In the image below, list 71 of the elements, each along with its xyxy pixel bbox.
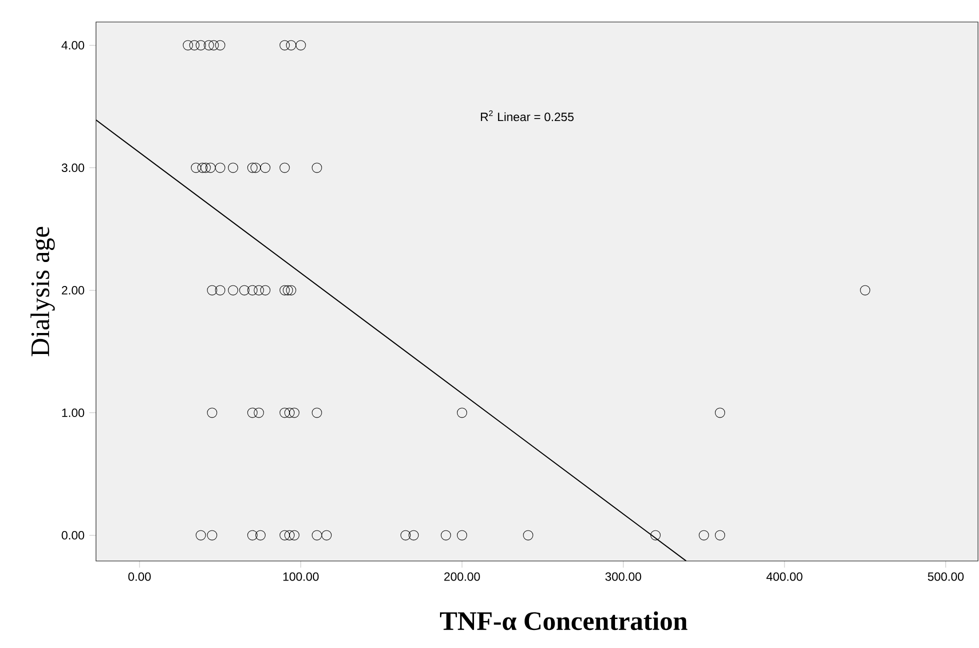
point bbox=[205, 162, 216, 173]
point bbox=[190, 162, 202, 173]
y-tick-label: 1.00 bbox=[62, 408, 84, 418]
point bbox=[239, 285, 250, 296]
point bbox=[247, 530, 258, 540]
point bbox=[260, 285, 270, 296]
point bbox=[189, 40, 200, 50]
point bbox=[196, 530, 206, 540]
point bbox=[289, 530, 300, 540]
point bbox=[322, 530, 332, 540]
point bbox=[182, 40, 193, 50]
point bbox=[400, 530, 411, 540]
point bbox=[228, 285, 238, 296]
point bbox=[280, 408, 290, 418]
point bbox=[280, 285, 290, 296]
point bbox=[254, 285, 264, 296]
point bbox=[215, 285, 226, 296]
point bbox=[289, 408, 300, 418]
x-axis-title: TNF-α Concentration bbox=[440, 611, 688, 630]
point bbox=[296, 40, 306, 50]
x-tick-label: 400.00 bbox=[766, 572, 802, 581]
point bbox=[286, 40, 296, 50]
point bbox=[714, 408, 726, 418]
x-tick-label: 0.00 bbox=[128, 572, 151, 581]
point bbox=[284, 408, 295, 418]
point bbox=[247, 408, 258, 418]
point bbox=[714, 530, 726, 540]
point bbox=[260, 162, 270, 173]
point bbox=[207, 408, 218, 418]
point bbox=[286, 285, 296, 296]
point bbox=[523, 530, 534, 540]
point bbox=[207, 530, 218, 540]
x-tick-label: 500.00 bbox=[928, 572, 964, 581]
point bbox=[312, 408, 322, 418]
x-tick-label: 100.00 bbox=[283, 572, 319, 581]
y-axis-title: Dialysis age bbox=[30, 226, 55, 356]
y-tick-label: 2.00 bbox=[62, 286, 84, 295]
point bbox=[247, 285, 258, 296]
point bbox=[280, 40, 290, 50]
point bbox=[207, 285, 218, 296]
point bbox=[860, 285, 870, 296]
point bbox=[208, 40, 219, 50]
annotation: R$^{2}$ Linear = 0.255 bbox=[480, 110, 574, 122]
y-tick-label: 3.00 bbox=[62, 164, 84, 172]
point bbox=[196, 40, 206, 50]
point bbox=[650, 530, 661, 540]
point bbox=[282, 285, 293, 296]
point bbox=[312, 530, 322, 540]
point bbox=[698, 530, 709, 540]
point bbox=[247, 162, 258, 173]
x-tick-label: 300.00 bbox=[605, 572, 642, 581]
y-tick-label: 4.00 bbox=[62, 41, 84, 50]
point bbox=[284, 530, 295, 540]
point bbox=[280, 530, 290, 540]
point bbox=[312, 162, 322, 173]
point bbox=[200, 162, 211, 173]
point bbox=[408, 530, 419, 540]
y-tick-label: 0.00 bbox=[62, 531, 84, 540]
point bbox=[255, 530, 266, 540]
point bbox=[456, 408, 468, 418]
point bbox=[280, 162, 290, 173]
point bbox=[254, 408, 264, 418]
x-tick-label: 200.00 bbox=[444, 572, 480, 581]
point bbox=[204, 40, 214, 50]
point bbox=[250, 162, 261, 173]
point bbox=[456, 530, 468, 540]
point bbox=[440, 530, 451, 540]
point bbox=[197, 162, 208, 173]
point bbox=[228, 162, 238, 173]
point bbox=[215, 40, 226, 50]
point bbox=[215, 162, 226, 173]
